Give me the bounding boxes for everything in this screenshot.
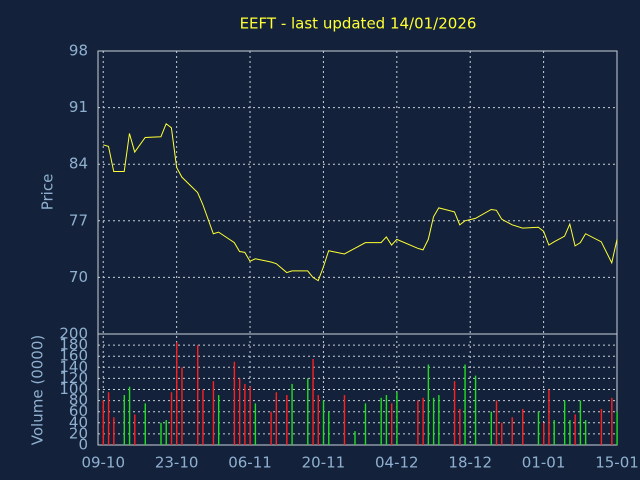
volume-bar bbox=[438, 395, 440, 445]
volume-bar bbox=[170, 392, 173, 445]
volume-bar bbox=[511, 417, 513, 445]
y2-tick-label: 40 bbox=[69, 413, 88, 431]
y2-tick-label: 20 bbox=[69, 424, 88, 442]
volume-bar bbox=[427, 364, 430, 445]
x-tick-label: 09-10 bbox=[81, 454, 125, 472]
y-tick-label: 70 bbox=[69, 268, 88, 286]
volume-bar bbox=[181, 367, 183, 445]
y2-tick-label: 80 bbox=[69, 391, 88, 409]
volume-bar bbox=[176, 342, 178, 445]
volume-bar bbox=[417, 400, 419, 445]
y2-tick-label: 160 bbox=[59, 347, 88, 365]
volume-bar bbox=[113, 417, 115, 445]
volume-bar bbox=[584, 420, 587, 445]
volume-bar bbox=[364, 403, 367, 445]
y2-tick-label: 140 bbox=[59, 358, 88, 376]
volume-bar bbox=[107, 392, 110, 445]
volume-bar bbox=[291, 383, 293, 445]
volume-bar bbox=[611, 397, 613, 445]
x-tick-label: 01-01 bbox=[522, 454, 566, 472]
volume-bar bbox=[354, 431, 356, 445]
volume-bar bbox=[474, 375, 477, 445]
y-tick-label: 77 bbox=[69, 211, 88, 229]
x-tick-label: 23-10 bbox=[155, 454, 199, 472]
volume-bar bbox=[286, 395, 288, 445]
plot-frame bbox=[97, 50, 618, 446]
y2-tick-label: 100 bbox=[59, 380, 88, 398]
y2-tick-label: 0 bbox=[78, 436, 88, 454]
x-tick-label: 04-12 bbox=[375, 454, 419, 472]
volume-bar bbox=[317, 395, 319, 445]
volume-bar bbox=[328, 411, 330, 445]
volume-bar bbox=[579, 400, 582, 445]
volume-bar bbox=[553, 420, 555, 445]
volume-bar bbox=[537, 411, 540, 445]
volume-bar bbox=[459, 408, 461, 445]
volume-bar bbox=[212, 381, 215, 445]
volume-bar bbox=[202, 389, 204, 445]
volume-bar bbox=[233, 361, 236, 445]
y2-tick-label: 120 bbox=[59, 369, 88, 387]
volume-bar bbox=[275, 392, 278, 445]
volume-bar bbox=[390, 403, 393, 445]
y2-axis-label: Volume (0000) bbox=[29, 335, 47, 445]
volume-bar bbox=[432, 397, 435, 445]
volume-bar bbox=[495, 400, 498, 445]
volume-bar bbox=[543, 422, 545, 445]
price-line bbox=[103, 122, 618, 282]
volume-bar bbox=[522, 408, 524, 445]
volume-bar bbox=[380, 397, 382, 445]
volume-bar bbox=[312, 358, 314, 445]
volume-bar bbox=[396, 392, 398, 445]
y2-tick-label: 180 bbox=[59, 336, 88, 354]
volume-bar bbox=[270, 411, 272, 445]
volume-bar bbox=[548, 389, 550, 445]
volume-bar bbox=[422, 397, 424, 445]
volume-bar bbox=[144, 403, 146, 445]
volume-bar bbox=[307, 378, 309, 445]
y-tick-label: 98 bbox=[69, 42, 88, 60]
y-tick-label: 84 bbox=[69, 155, 88, 173]
volume-bar bbox=[123, 395, 126, 445]
volume-bar bbox=[238, 378, 241, 445]
volume-bar bbox=[490, 411, 492, 445]
volume-bar bbox=[134, 414, 136, 445]
x-tick-label: 15-01 bbox=[595, 454, 639, 472]
volume-bar bbox=[102, 400, 105, 445]
volume-bar bbox=[569, 420, 571, 445]
volume-bar bbox=[165, 420, 167, 445]
volume-bar bbox=[563, 400, 566, 445]
y2-tick-label: 60 bbox=[69, 402, 88, 420]
volume-bar bbox=[453, 381, 456, 445]
volume-bar bbox=[616, 411, 618, 445]
volume-bar bbox=[160, 422, 162, 445]
volume-bar bbox=[501, 422, 503, 445]
volume-bar bbox=[600, 408, 603, 445]
y2-tick-label: 200 bbox=[59, 325, 88, 343]
volume-bar bbox=[254, 403, 257, 445]
volume-bar bbox=[249, 386, 251, 445]
x-tick-label: 20-11 bbox=[302, 454, 346, 472]
x-tick-label: 06-11 bbox=[228, 454, 272, 472]
volume-bar bbox=[217, 395, 220, 445]
volume-bar bbox=[128, 386, 131, 445]
volume-bar bbox=[322, 400, 325, 445]
volume-bar bbox=[464, 364, 466, 445]
volume-bar bbox=[197, 345, 199, 445]
y-tick-label: 91 bbox=[69, 98, 88, 116]
volume-bar bbox=[244, 383, 246, 445]
volume-bar bbox=[343, 395, 346, 445]
volume-bar bbox=[385, 395, 388, 445]
x-tick-label: 18-12 bbox=[448, 454, 492, 472]
volume-bar bbox=[574, 414, 576, 445]
y-axis-label: Price bbox=[39, 174, 57, 211]
chart-title: EEFT - last updated 14/01/2026 bbox=[240, 15, 477, 33]
